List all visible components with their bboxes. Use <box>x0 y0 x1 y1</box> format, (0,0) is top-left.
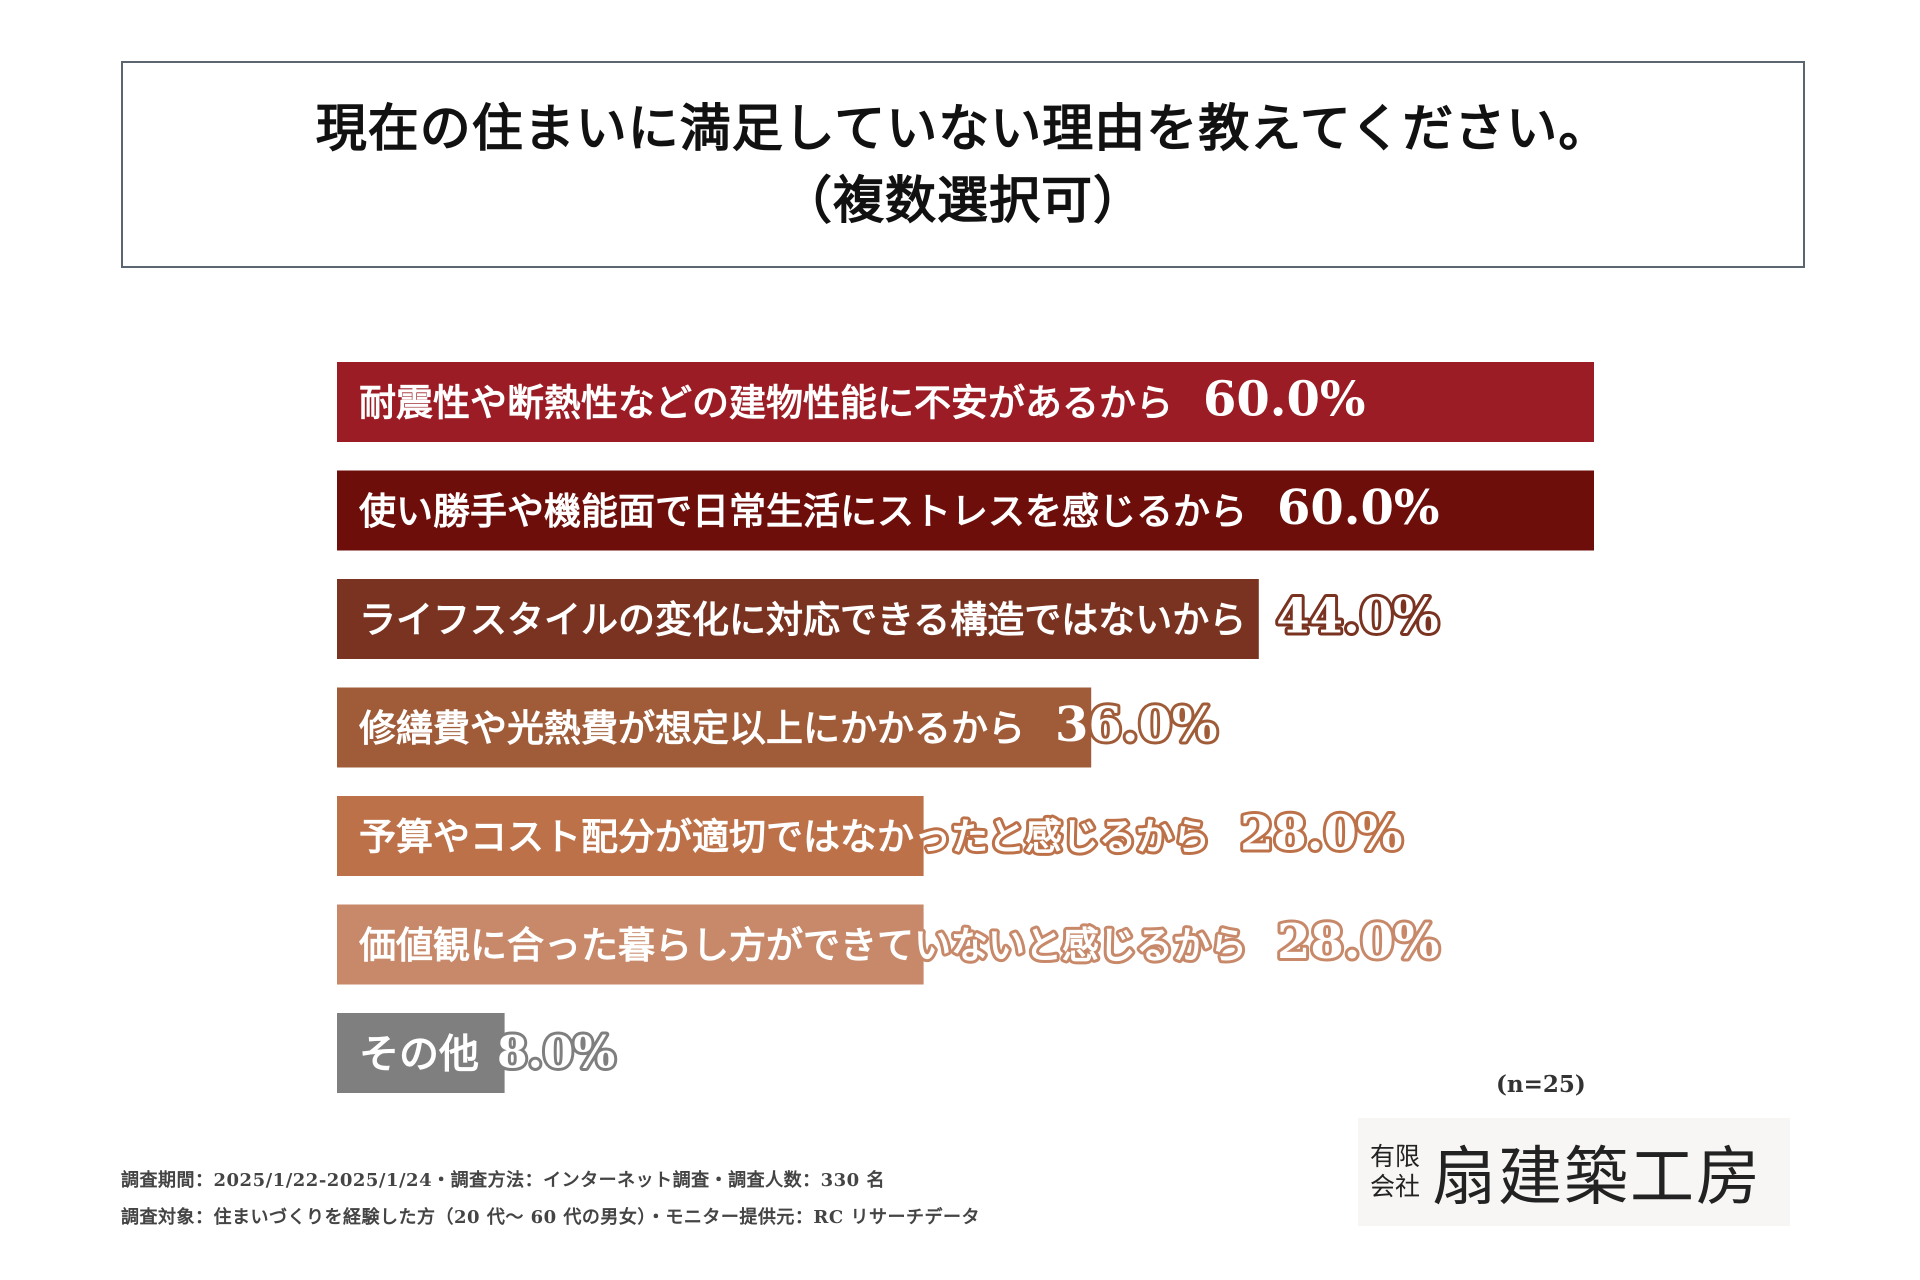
bar-4-label: 修繕費や光熱費が想定以上にかかるから 36.0% <box>359 697 1218 753</box>
value-label: 60.0% <box>1277 480 1440 536</box>
bar-2 <box>337 470 1594 551</box>
category-label: 価値観に合った暮らし方ができていないと感じるから <box>358 923 1247 967</box>
bar-7 <box>337 1013 505 1093</box>
sample-size-label: (n=25) <box>1496 1071 1586 1098</box>
category-label: ライフスタイルの変化に対応できる構造ではないから <box>359 597 1246 641</box>
chart-title-line2: （複数選択可） <box>780 170 1145 231</box>
category-label: その他 <box>359 1030 479 1077</box>
category-label: 使い勝手や機能面で日常生活にストレスを感じるから <box>359 489 1247 533</box>
survey-footnote-target: 調査対象：住まいづくりを経験した方（20 代～ 60 代の男女）・モニター提供元… <box>121 1207 980 1228</box>
value-label: 44.0% <box>1276 588 1439 644</box>
bar-7-label: その他 8.0% <box>359 1027 615 1078</box>
value-label: 8.0% <box>497 1027 615 1078</box>
chart-title-box: 現在の住まいに満足していない理由を教えてください。 （複数選択可） <box>121 61 1805 268</box>
bar-1-label: 耐震性や断熱性などの建物性能に不安があるから 60.0% <box>359 371 1366 427</box>
category-label: 耐震性や断熱性などの建物性能に不安があるから <box>359 380 1173 424</box>
value-label: 36.0% <box>1055 697 1218 753</box>
bar-6 <box>337 904 924 985</box>
bar-5 <box>337 796 924 876</box>
company-type-line1: 有限 <box>1370 1142 1421 1171</box>
company-type-line2: 会社 <box>1370 1172 1421 1201</box>
bar-3-label: ライフスタイルの変化に対応できる構造ではないから 44.0% <box>359 588 1439 644</box>
value-label: 28.0% <box>1240 805 1403 861</box>
bar-3 <box>337 579 1259 659</box>
company-logo: 有限 会社 扇建築工房 <box>1358 1118 1790 1226</box>
bar-2-label: 使い勝手や機能面で日常生活にストレスを感じるから 60.0% <box>359 480 1440 536</box>
category-label: 修繕費や光熱費が想定以上にかかるから <box>359 706 1025 750</box>
company-name: 扇建築工房 <box>1432 1141 1763 1215</box>
value-label: 28.0% <box>1277 914 1440 970</box>
company-type-label: 有限 会社 <box>1370 1142 1420 1202</box>
category-label: 予算やコスト配分が適切ではなかったと感じるから <box>359 814 1210 858</box>
value-label: 60.0% <box>1203 371 1366 427</box>
bar-4 <box>337 687 1092 768</box>
bar-6-label: 価値観に合った暮らし方ができていないと感じるから 28.0% <box>358 914 1440 970</box>
chart-title-line1: 現在の住まいに満足していない理由を教えてください。 <box>315 98 1611 159</box>
survey-footnote-period: 調査期間：2025/1/22-2025/1/24・調査方法：インターネット調査・… <box>121 1170 885 1191</box>
bar-1 <box>337 362 1594 442</box>
bar-5-label: 予算やコスト配分が適切ではなかったと感じるから 28.0% <box>359 805 1403 861</box>
